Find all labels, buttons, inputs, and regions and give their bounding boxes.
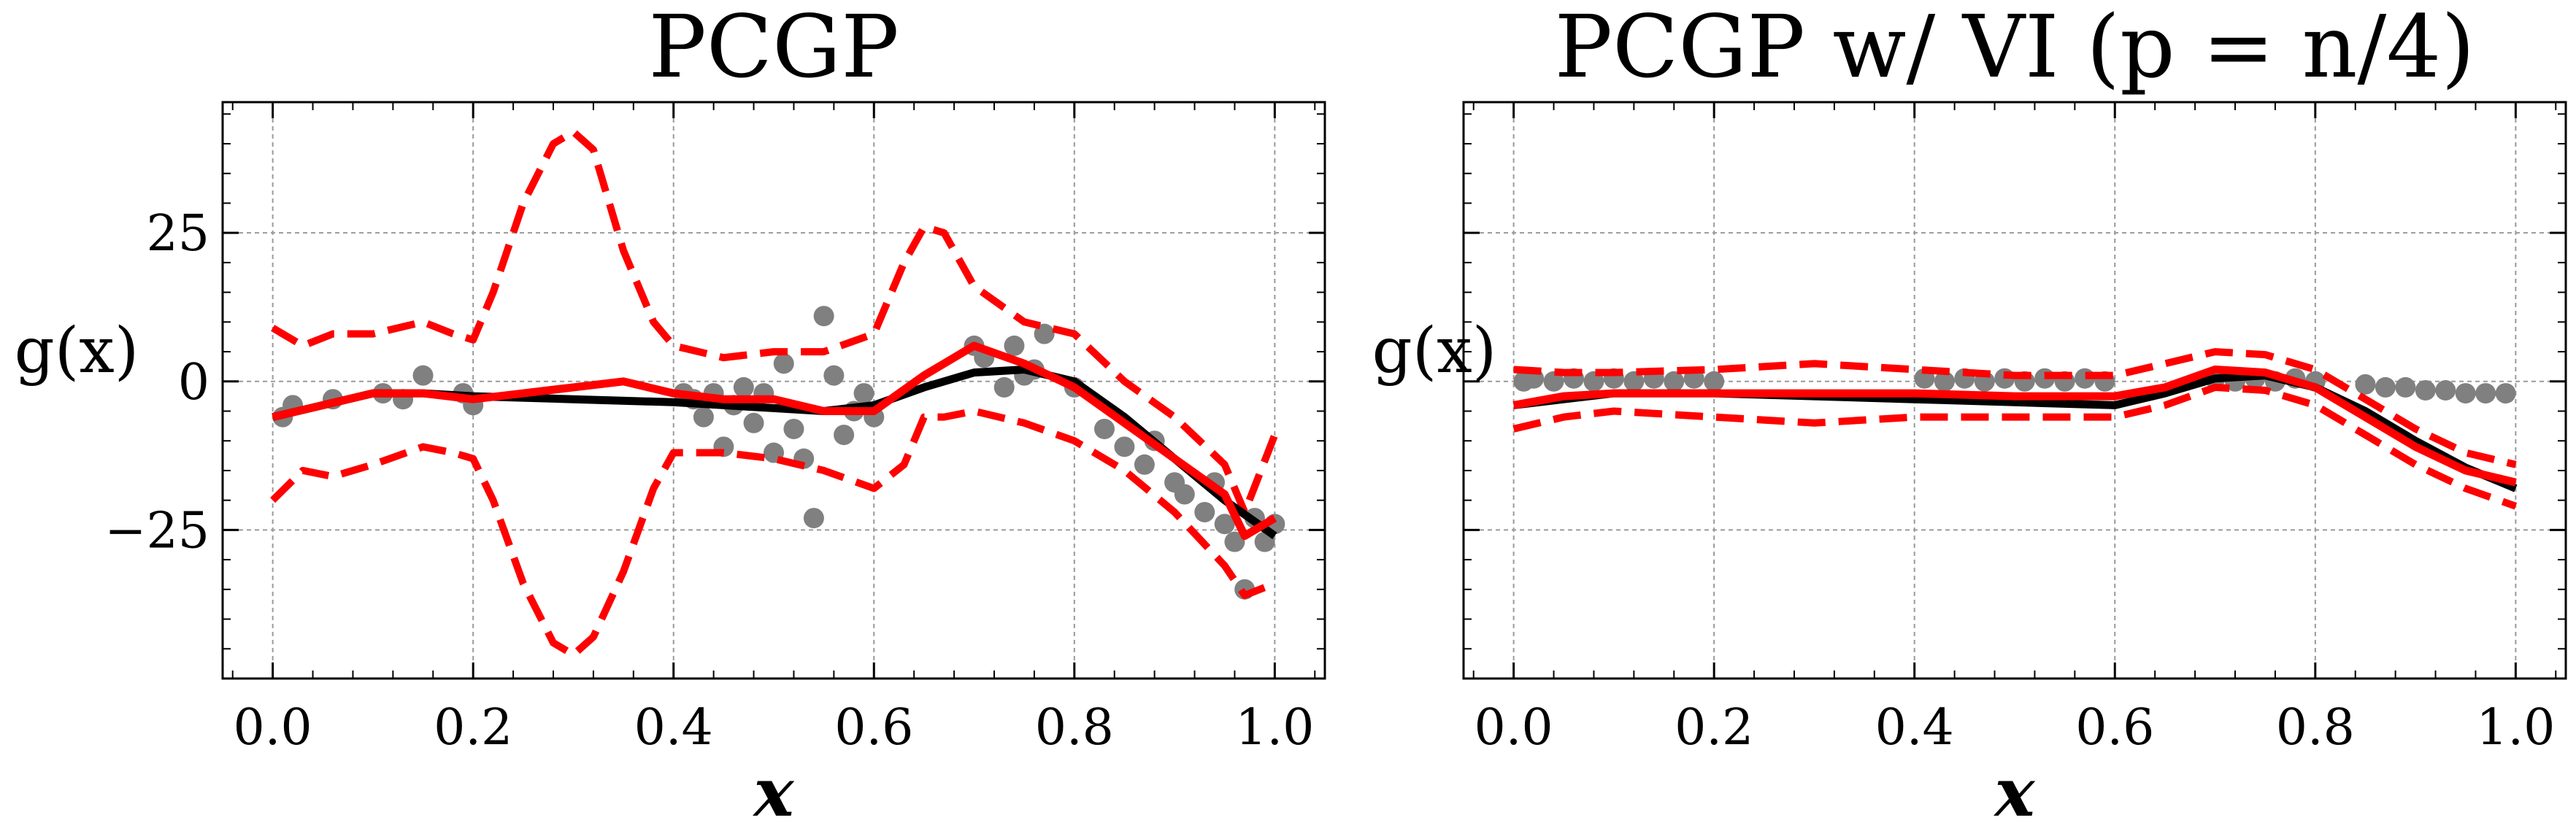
data-point	[1704, 371, 1725, 392]
data-point	[412, 365, 434, 386]
plot-frame-left	[221, 101, 1326, 680]
y-axis-label-right: g(x)	[1372, 314, 1497, 387]
data-point	[1623, 371, 1645, 392]
data-point	[693, 406, 714, 428]
data-point	[2495, 383, 2516, 404]
data-point	[1583, 371, 1604, 392]
x-tick-label: 0.8	[1035, 699, 1114, 757]
confidence-bound-line	[270, 407, 1277, 659]
chart-title-left: PCGP	[648, 0, 899, 97]
x-tick-label: 1.0	[1235, 699, 1314, 757]
data-point	[2475, 383, 2496, 404]
chart-panel-right: PCGP w/ VI (p = n/4) 0.0 0.2 0.4 0.6 0.8 1.0 …	[1372, 0, 2567, 831]
x-axis-label-right: x	[1993, 753, 2036, 831]
prediction-mean-line	[272, 341, 1277, 540]
chart-title-right: PCGP w/ VI (p = n/4)	[1555, 0, 2475, 97]
data-point	[853, 383, 874, 404]
x-tick-label: 0.4	[634, 699, 713, 757]
data-point	[2455, 383, 2476, 404]
data-point	[1174, 484, 1195, 505]
data-point	[1114, 436, 1135, 457]
y-tick-label: 25	[146, 205, 209, 263]
plot-frame-right	[1462, 101, 2567, 680]
x-axis-label-left: x	[753, 753, 795, 831]
data-point	[1934, 371, 1955, 392]
data-point	[1543, 371, 1564, 392]
x-tick-label: 0.0	[234, 699, 312, 757]
data-point	[783, 418, 804, 439]
x-tick-label: 0.4	[1875, 699, 1954, 757]
confidence-bound-line	[271, 128, 1279, 516]
confidence-bound-line	[1513, 348, 2517, 468]
y-tick-label: 0	[178, 354, 209, 411]
data-point	[2415, 380, 2436, 401]
data-point	[2375, 376, 2396, 398]
data-point	[834, 425, 855, 446]
x-tick-label: 0.0	[1475, 699, 1553, 757]
data-point	[803, 508, 824, 529]
data-point	[1004, 335, 1025, 356]
x-tick-label: 1.0	[2476, 699, 2555, 757]
x-tick-label: 0.6	[2075, 699, 2154, 757]
data-point	[1664, 371, 1685, 392]
chart-panel-left: PCGP 0.0 0.2 0.4 0.6 0.8 1.0 25 0 −25 x g(x)	[15, 0, 1326, 831]
y-axis-label-left: g(x)	[15, 314, 139, 387]
x-tick-label: 0.8	[2276, 699, 2355, 757]
data-point	[2395, 376, 2416, 398]
data-point	[733, 376, 754, 398]
confidence-bound-line	[1512, 383, 2518, 510]
data-point	[773, 353, 794, 374]
data-point	[1134, 454, 1155, 475]
data-point	[1094, 418, 1115, 439]
data-point	[993, 376, 1015, 398]
data-point	[2435, 380, 2456, 401]
data-point	[2355, 374, 2376, 395]
x-tick-label: 0.6	[834, 699, 913, 757]
data-point	[1194, 501, 1215, 522]
data-point	[823, 365, 845, 386]
data-point	[1224, 531, 1245, 552]
x-tick-label: 0.2	[1675, 699, 1753, 757]
y-tick-label: −25	[104, 502, 209, 560]
data-point	[1214, 514, 1235, 535]
prediction-mean-line	[1512, 366, 2517, 487]
data-point	[743, 412, 764, 433]
x-tick-label: 0.2	[434, 699, 512, 757]
data-point	[813, 306, 834, 327]
